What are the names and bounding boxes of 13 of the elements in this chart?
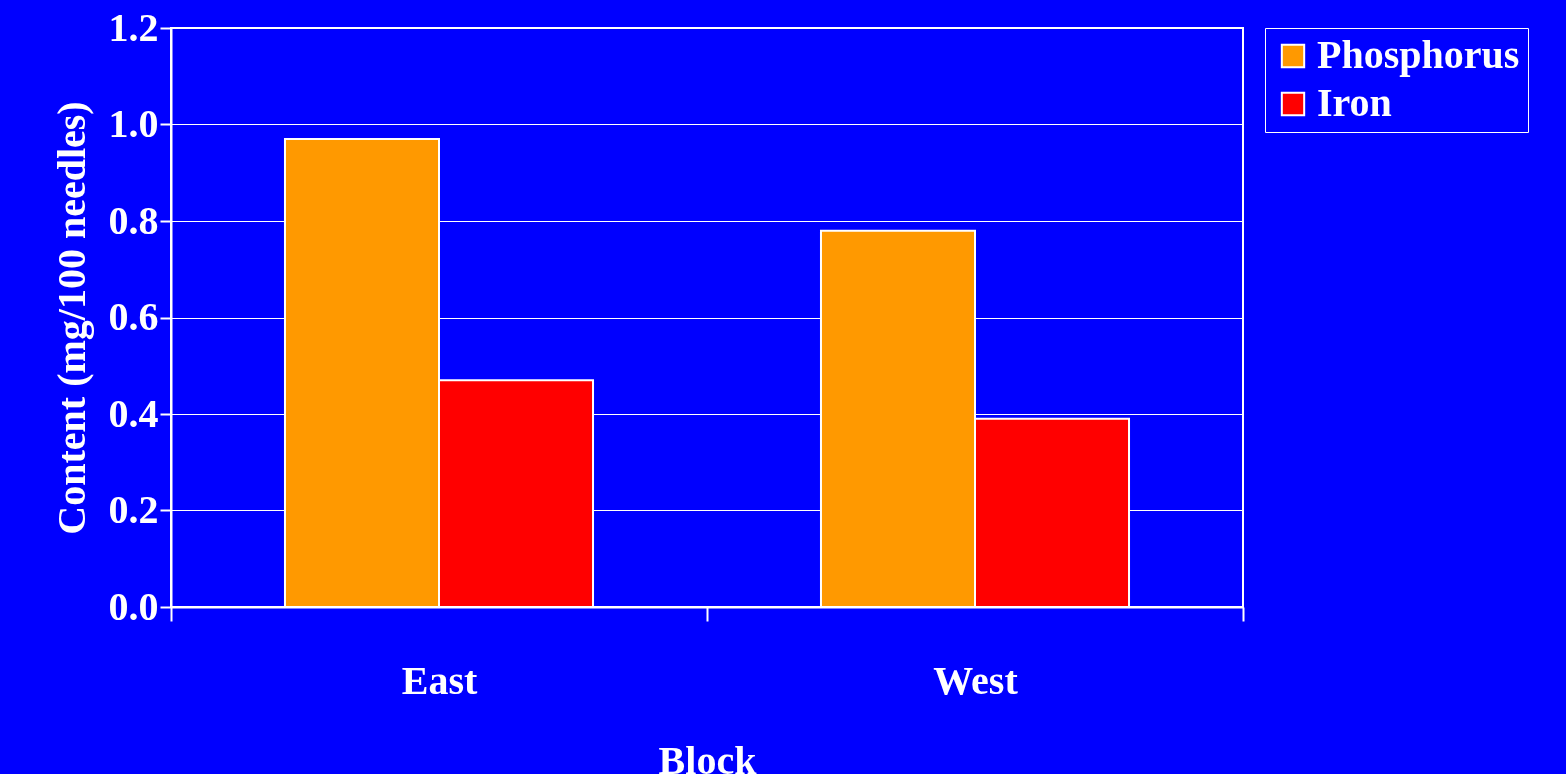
y-tick-label: 1.0 bbox=[108, 101, 159, 146]
x-tick-label: West bbox=[933, 657, 1019, 703]
y-tick-label: 0.8 bbox=[108, 197, 159, 243]
y-tick-label: 0.6 bbox=[108, 294, 159, 339]
y-tick-label: 0.2 bbox=[108, 487, 159, 532]
legend-label: Phosphorus bbox=[1317, 32, 1520, 77]
y-tick-label: 1.2 bbox=[108, 4, 159, 50]
x-axis-title: Block bbox=[658, 737, 758, 774]
x-tick-label: East bbox=[401, 657, 478, 703]
legend-label: Iron bbox=[1317, 80, 1392, 125]
y-axis-title: Content (mg/100 needles) bbox=[48, 101, 94, 535]
y-tick-label: 0.0 bbox=[108, 583, 159, 629]
y-tick-label: 0.4 bbox=[108, 390, 159, 436]
